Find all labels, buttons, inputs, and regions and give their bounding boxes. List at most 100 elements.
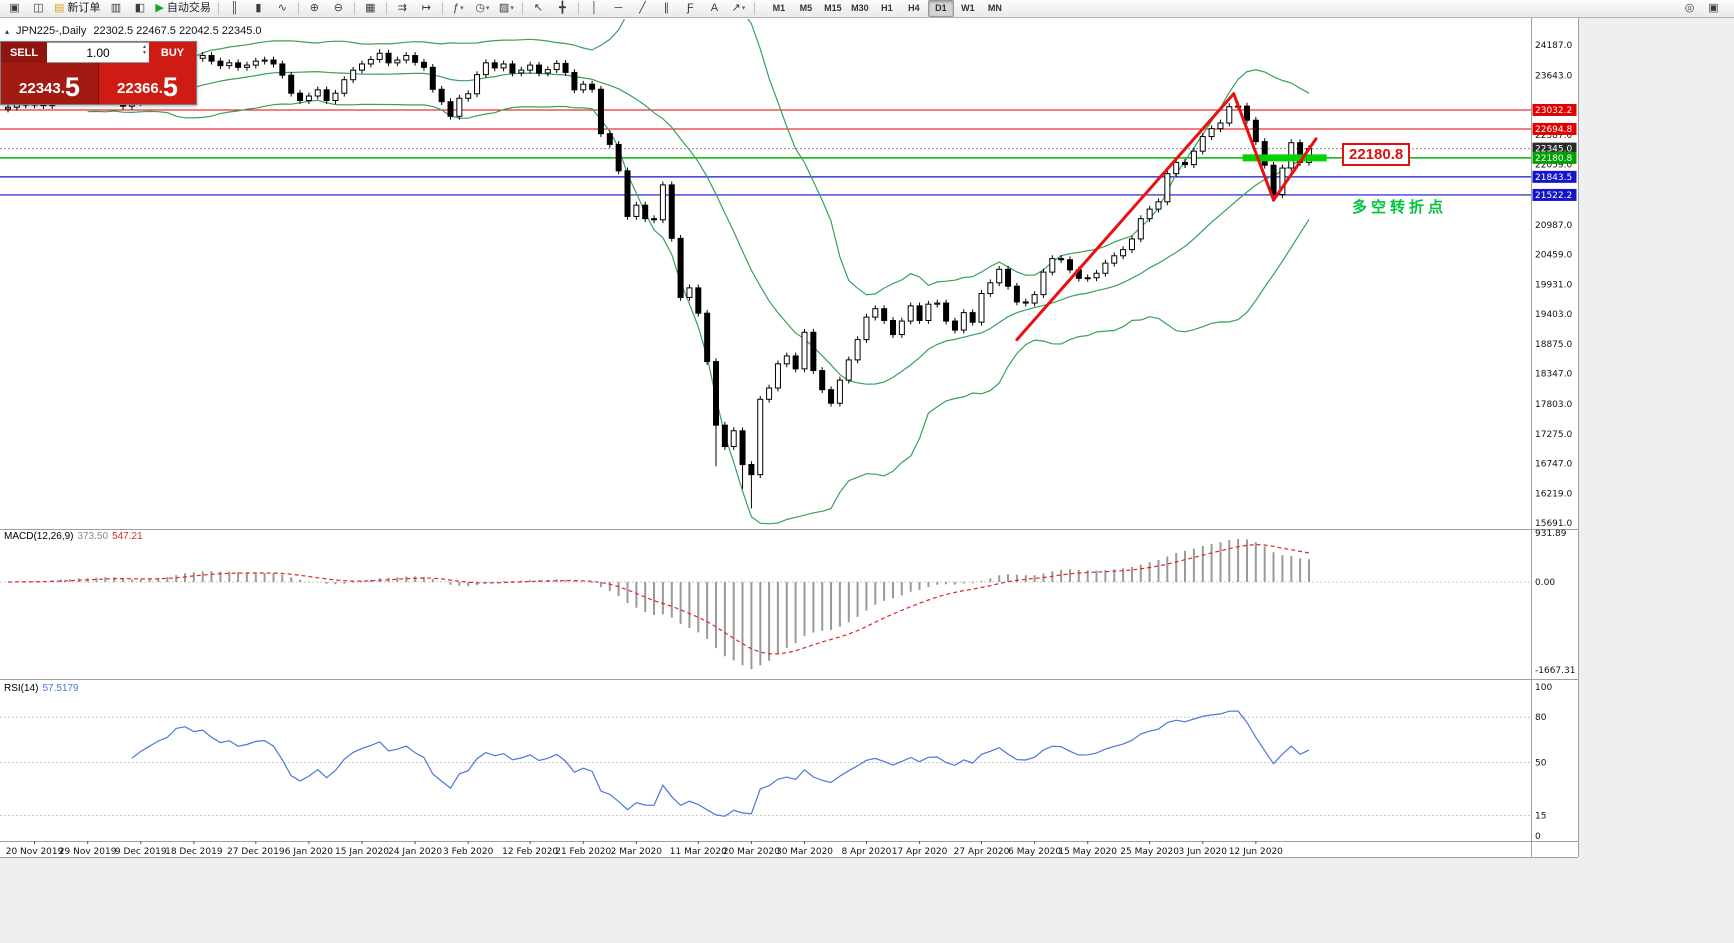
dropdown-caret-icon[interactable]: ▾ (741, 5, 746, 12)
timeframe-m15-button[interactable]: M15 (824, 3, 842, 13)
svg-text:22694.8: 22694.8 (1535, 125, 1572, 135)
bar-chart-icon[interactable]: ║ (223, 0, 246, 17)
toolbar-separator (217, 2, 219, 15)
svg-text:80: 80 (1535, 713, 1547, 723)
chart-shift-icon: ↦ (421, 2, 431, 14)
timeframe-h4-button[interactable]: H4 (908, 3, 920, 13)
periods-icon[interactable]: ◷ ▾ (471, 0, 494, 17)
navigator-icon: ◧ (134, 2, 146, 14)
chart-shift-icon[interactable]: ↦ (415, 0, 438, 17)
chart-marker-icon: ▴ (5, 26, 10, 36)
toolbar-separator (297, 2, 299, 15)
svg-text:931.89: 931.89 (1535, 529, 1567, 539)
svg-text:50: 50 (1535, 759, 1547, 769)
svg-text:16219.0: 16219.0 (1535, 489, 1572, 499)
timeframe-m1-button[interactable]: M1 (772, 3, 786, 13)
svg-text:100: 100 (1535, 683, 1552, 693)
zoom-in-icon[interactable]: ⊕ (303, 0, 326, 17)
zoom-in-icon: ⊕ (309, 2, 319, 14)
svg-text:20 Mar 2020: 20 Mar 2020 (723, 847, 780, 857)
svg-text:22059.0: 22059.0 (1535, 161, 1572, 171)
sell-price-value: 22343. (19, 80, 65, 97)
sell-button[interactable]: SELL (1, 42, 47, 63)
svg-text:11 Mar 2020: 11 Mar 2020 (670, 847, 727, 857)
timeframe-d1-button[interactable]: D1 (927, 0, 954, 17)
toolbar-separator (385, 2, 387, 15)
svg-text:24 Jan 2020: 24 Jan 2020 (388, 847, 442, 857)
trendline-icon[interactable]: ╱ (631, 0, 654, 17)
svg-text:19403.0: 19403.0 (1535, 310, 1572, 320)
channel-icon: ∥ (663, 2, 670, 14)
grid-icon: ▦ (365, 2, 376, 14)
channel-icon[interactable]: ∥ (655, 0, 678, 17)
timeframe-w1-button[interactable]: W1 (961, 3, 975, 13)
macd-axis: 931.89 0.00 -1667.31 (1535, 529, 1575, 676)
crosshair-icon[interactable]: ╋ (551, 0, 574, 17)
dropdown-caret-icon[interactable]: ▾ (485, 5, 490, 12)
grid-icon[interactable]: ▦ (359, 0, 382, 17)
spinner-down-icon[interactable]: ▾ (142, 50, 146, 56)
svg-text:21 Feb 2020: 21 Feb 2020 (555, 847, 611, 857)
horizontal-line-icon[interactable]: ─ (607, 0, 630, 17)
buy-button[interactable]: BUY (149, 42, 196, 63)
timeframe-m5-button[interactable]: M5 (799, 3, 813, 13)
zoom-out-icon[interactable]: ⊖ (327, 0, 350, 17)
timeframe-h1-button[interactable]: H1 (881, 3, 893, 13)
indicators-icon[interactable]: ƒ ▾ (447, 0, 470, 17)
svg-text:2 Mar 2020: 2 Mar 2020 (611, 847, 663, 857)
new-order-button[interactable]: ▤ 新订单 (51, 0, 103, 17)
sell-price-button[interactable]: 22343. 5 (1, 63, 99, 104)
new-chart-icon[interactable]: ▣ (3, 0, 26, 17)
bar-chart-icon: ║ (230, 2, 239, 14)
profiles-icon: ◫ (33, 2, 44, 14)
timeframe-toolbar: M1 M5 M15 M30 H1 H4 D1 W1 MN (766, 0, 1008, 17)
text-icon: A (710, 2, 719, 14)
auto-scroll-icon[interactable]: ⇉ (391, 0, 414, 17)
svg-text:15: 15 (1535, 811, 1546, 821)
macd-name: MACD(12,26,9) (4, 531, 74, 542)
monitor-icon[interactable]: ▣ (1702, 0, 1725, 17)
dropdown-caret-icon[interactable]: ▾ (510, 5, 514, 12)
timeframe-mn-button[interactable]: MN (987, 3, 1002, 13)
chart-title: ▴ JPN225-,Daily 22302.5 22467.5 22042.5 … (5, 25, 262, 37)
spinner-up-icon[interactable]: ▴ (142, 44, 146, 50)
svg-text:12 Feb 2020: 12 Feb 2020 (502, 847, 558, 857)
buy-price-button[interactable]: 22366. 5 (99, 63, 196, 104)
crosshair-icon: ╋ (559, 2, 566, 14)
arrows-icon[interactable]: ↗ ▾ (727, 0, 750, 17)
trendline-icon: ╱ (639, 2, 646, 14)
volume-input[interactable]: 1.00 ▴ ▾ (47, 42, 149, 63)
fibonacci-icon[interactable]: Ƒ (679, 0, 702, 17)
turning-point-annotation[interactable]: 多空转折点 (1352, 199, 1448, 216)
search-icon[interactable]: ◎ (1678, 0, 1701, 17)
toolbar-separator (353, 2, 355, 15)
svg-text:21843.5: 21843.5 (1535, 173, 1572, 183)
svg-text:23643.0: 23643.0 (1535, 72, 1572, 82)
vertical-line-icon[interactable]: │ (583, 0, 606, 17)
svg-text:17803.0: 17803.0 (1535, 400, 1572, 410)
cursor-icon[interactable]: ↖ (527, 0, 550, 17)
line-chart-icon: ∿ (277, 2, 287, 14)
volume-spinner[interactable]: ▴ ▾ (143, 44, 146, 56)
profiles-icon[interactable]: ◫ (27, 0, 50, 17)
indicators-icon: ƒ (453, 2, 460, 14)
macd-main-value: 373.50 (77, 531, 109, 542)
timeframe-m30-button[interactable]: M30 (851, 3, 869, 13)
candlestick-chart-icon[interactable]: ▮ (247, 0, 270, 17)
dropdown-caret-icon[interactable]: ▾ (460, 5, 464, 12)
templates-icon: ▨ (498, 2, 510, 14)
navigator-icon[interactable]: ◧ (128, 0, 151, 17)
search-icon: ◎ (1684, 2, 1695, 14)
line-chart-icon[interactable]: ∿ (271, 0, 294, 17)
svg-text:23032.2: 23032.2 (1535, 106, 1572, 116)
text-icon[interactable]: A (703, 0, 726, 17)
toolbar: ▣ ◫ ▤ 新订单 ▥ ◧ ▶ 自动交易 ║ ▮ ∿ ⊕ ⊖ ▦ ⇉ ↦ ƒ ▾ ◷ ▾ ▨ ▾ ↖ ╋ │ ─ ╱ ∥ Ƒ A ↗ ▾ M1… (0, 0, 1734, 18)
autotrade-button[interactable]: ▶ 自动交易 (152, 0, 213, 17)
market-watch-icon[interactable]: ▥ (104, 0, 127, 17)
svg-text:16747.0: 16747.0 (1535, 460, 1572, 470)
templates-icon[interactable]: ▨ ▾ (495, 0, 518, 17)
rsi-pane (0, 710, 1531, 817)
price-level-tag[interactable]: 22180.8 (1342, 143, 1411, 166)
